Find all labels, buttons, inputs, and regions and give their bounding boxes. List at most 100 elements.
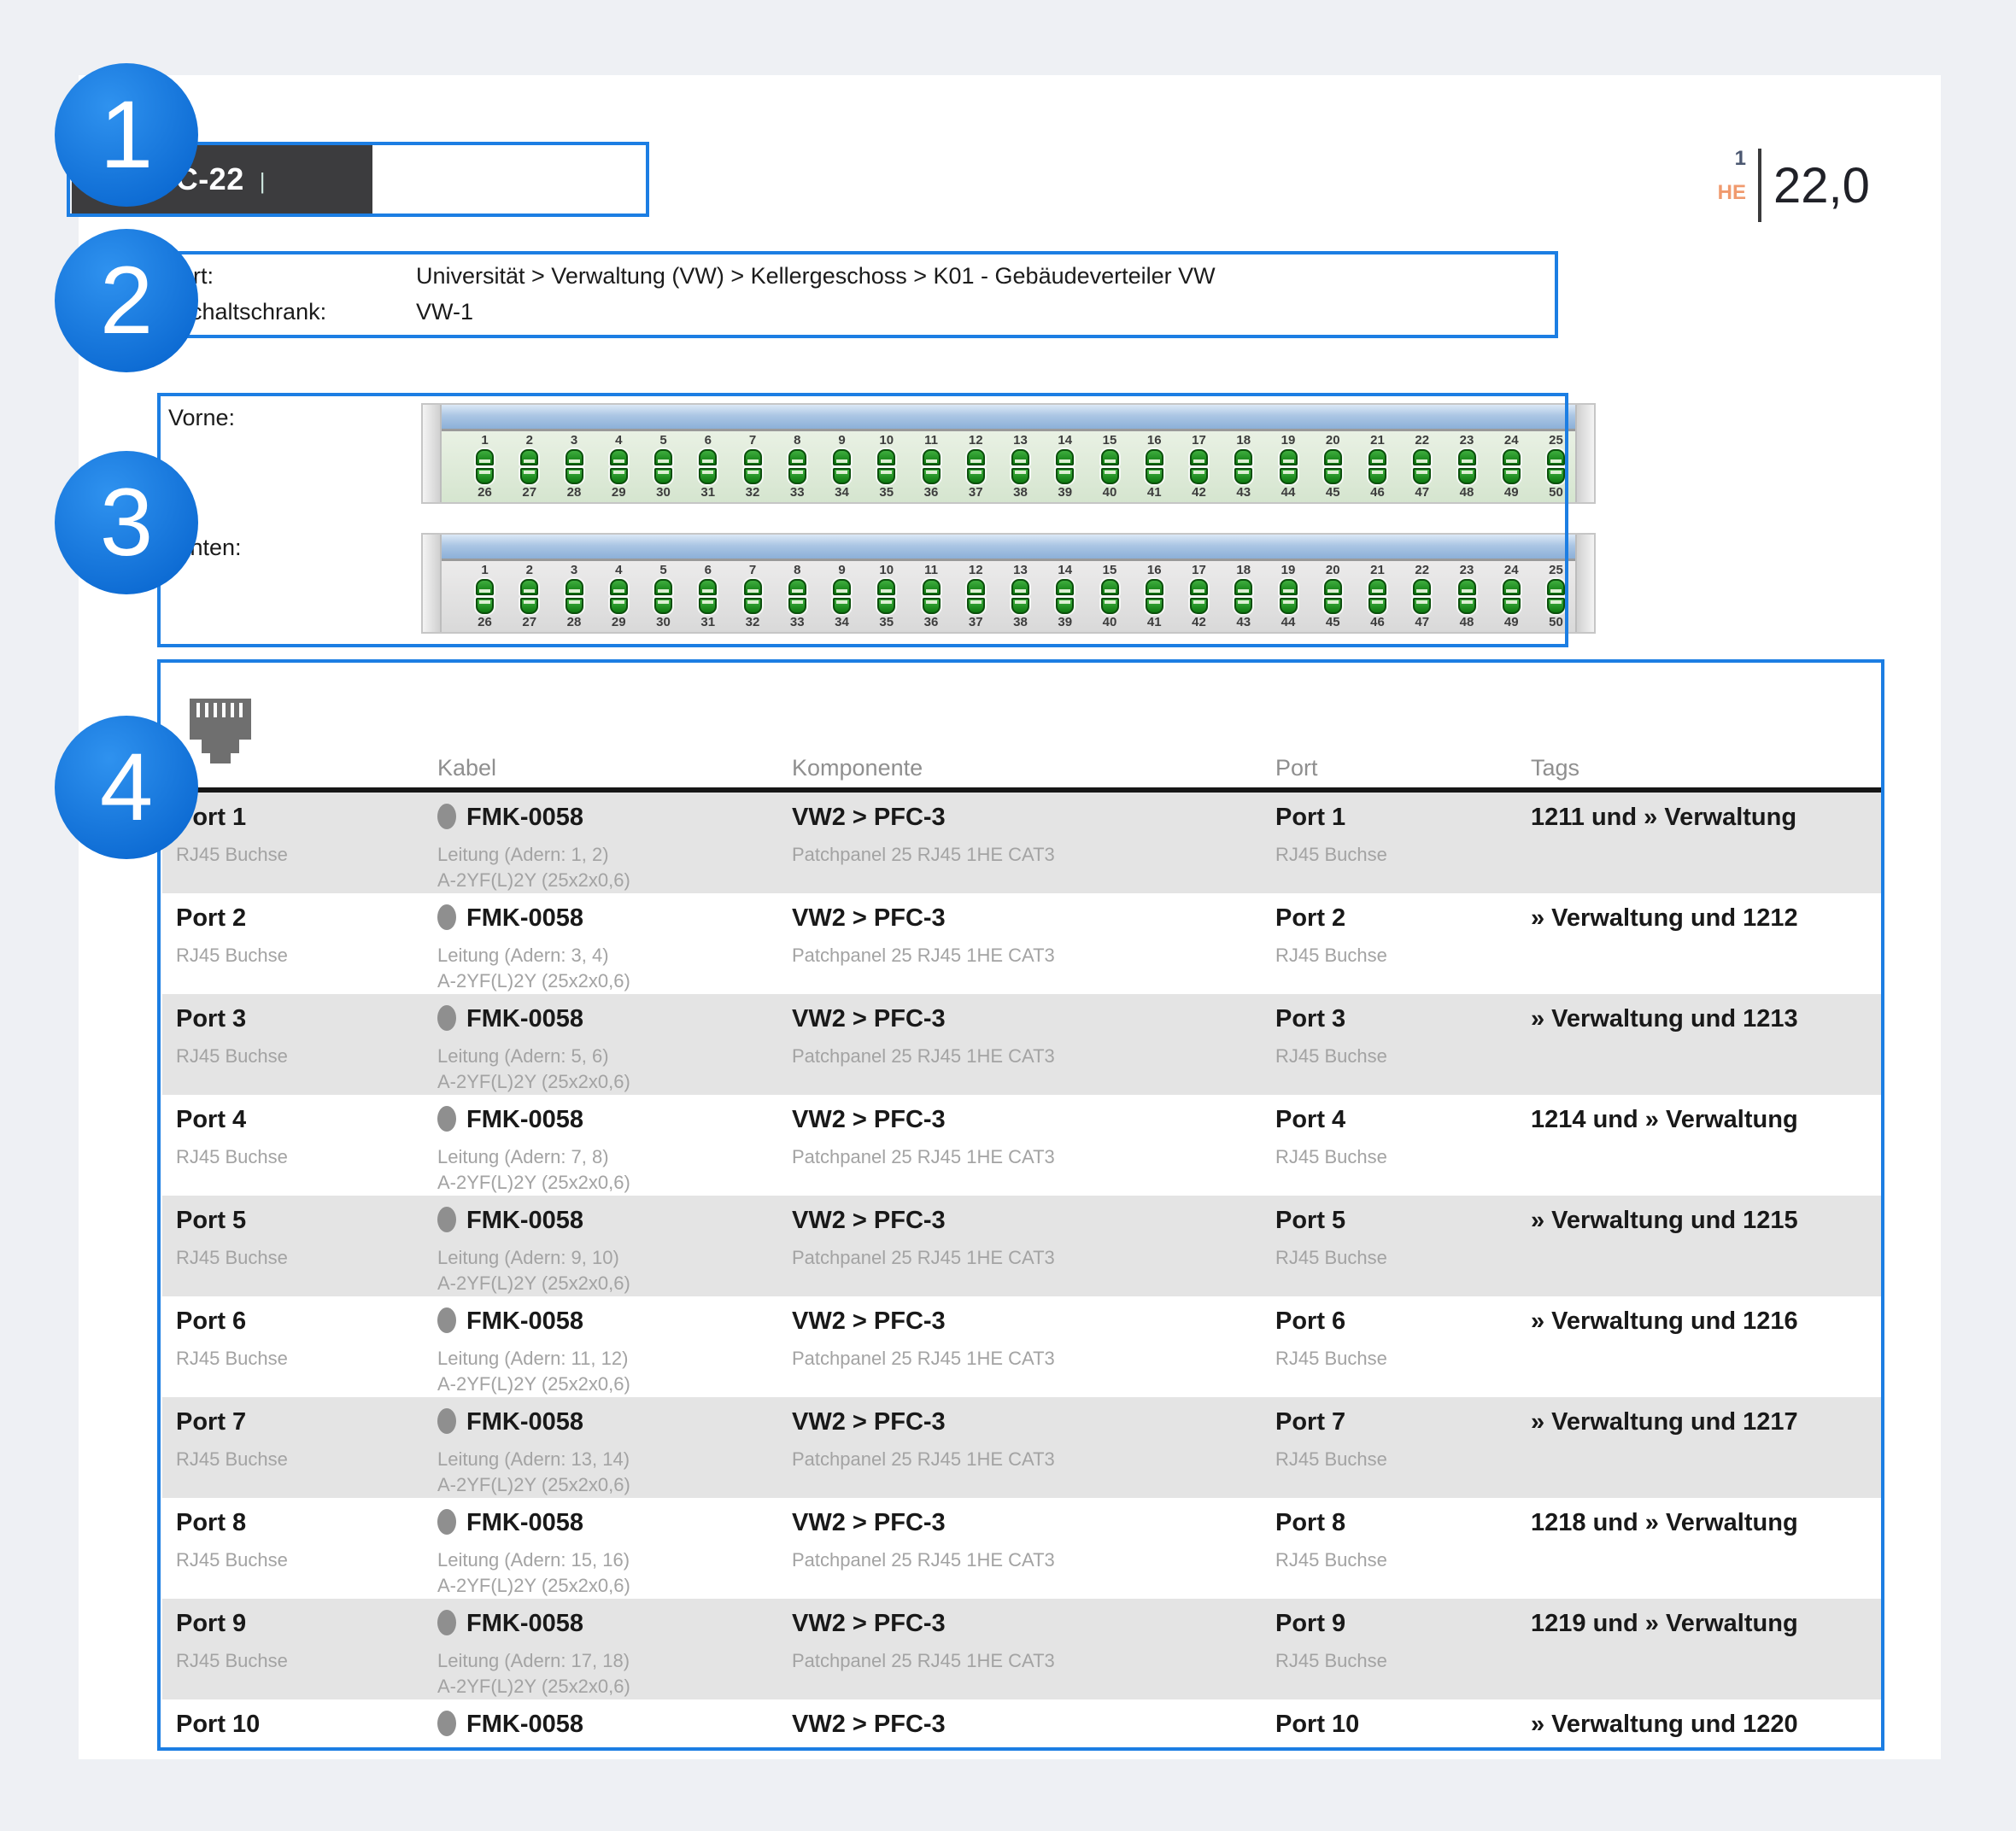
panel-port[interactable]: 13 38 [1011, 563, 1029, 629]
panel-port[interactable]: 4 29 [609, 433, 628, 500]
panel-port[interactable]: 24 49 [1502, 433, 1521, 500]
port-plug-icon [1234, 448, 1253, 465]
cable-cell[interactable]: FMK-0058 [437, 1408, 583, 1436]
component-cell[interactable]: VW2 > PFC-3 [792, 1005, 946, 1032]
panel-port[interactable]: 14 39 [1056, 563, 1075, 629]
table-row[interactable]: Port 10 FMK-0058 VW2 > PFC-3 Port 10 » Verwa… [162, 1699, 1881, 1751]
panel-port[interactable]: 2 27 [520, 433, 539, 500]
cable-cell[interactable]: FMK-0058 [437, 1509, 583, 1537]
port-plug-icon [1413, 597, 1432, 614]
panel-port[interactable]: 1 26 [476, 563, 494, 629]
port-plug-icon [966, 467, 985, 484]
location-breadcrumb[interactable]: Universität > Verwaltung (VW) > Kellerge… [416, 263, 1216, 289]
panel-port[interactable]: 21 46 [1368, 563, 1386, 629]
port-plug-icon [520, 467, 539, 484]
cable-cell[interactable]: FMK-0058 [437, 1005, 583, 1033]
port-number-top: 13 [1013, 432, 1028, 448]
panel-port[interactable]: 25 50 [1547, 563, 1565, 629]
panel-port[interactable]: 22 47 [1413, 563, 1432, 629]
cable-cell[interactable]: FMK-0058 [437, 1207, 583, 1235]
tags-cell: 1214 und » Verwaltung [1531, 1106, 1798, 1133]
panel-port[interactable]: 19 44 [1279, 563, 1298, 629]
table-row[interactable]: Port 2 RJ45 Buchse FMK-0058 Leitung (Adern:… [162, 893, 1881, 994]
panel-port[interactable]: 5 30 [654, 563, 672, 629]
table-row[interactable]: Port 3 RJ45 Buchse FMK-0058 Leitung (Adern:… [162, 994, 1881, 1095]
panel-port[interactable]: 1 26 [476, 433, 494, 500]
panel-port[interactable]: 12 37 [966, 563, 985, 629]
panel-port[interactable]: 23 48 [1457, 433, 1476, 500]
panel-port[interactable]: 9 34 [833, 433, 851, 500]
component-cell[interactable]: VW2 > PFC-3 [792, 1610, 946, 1637]
table-row[interactable]: Port 5 RJ45 Buchse FMK-0058 Leitung (Adern:… [162, 1196, 1881, 1296]
port-number-bottom: 28 [566, 614, 582, 629]
table-row[interactable]: Port 7 RJ45 Buchse FMK-0058 Leitung (Adern:… [162, 1397, 1881, 1498]
panel-port[interactable]: 9 34 [833, 563, 851, 629]
panel-port[interactable]: 8 33 [788, 563, 806, 629]
port-cell: Port 10 [176, 1711, 261, 1738]
panel-port[interactable]: 11 36 [922, 433, 941, 500]
table-row[interactable]: Port 1 RJ45 Buchse FMK-0058 Leitung (Adern:… [162, 793, 1881, 893]
cable-cell[interactable]: FMK-0058 [437, 1610, 583, 1638]
panel-port[interactable]: 6 31 [699, 563, 718, 629]
panel-port[interactable]: 20 45 [1323, 563, 1342, 629]
port-plug-icon [699, 467, 718, 484]
panel-port[interactable]: 18 43 [1234, 433, 1253, 500]
panel-port[interactable]: 6 31 [699, 433, 718, 500]
annotation-box-2 [116, 251, 1558, 338]
cable-cell[interactable]: FMK-0058 [437, 1307, 583, 1336]
port-number-bottom: 39 [1058, 484, 1073, 500]
panel-port[interactable]: 15 40 [1100, 433, 1119, 500]
panel-port[interactable]: 11 36 [922, 563, 941, 629]
port-plug-icon [609, 578, 628, 595]
panel-port[interactable]: 3 28 [565, 433, 583, 500]
panel-port[interactable]: 12 37 [966, 433, 985, 500]
panel-port[interactable]: 21 46 [1368, 433, 1386, 500]
panel-port[interactable]: 25 50 [1547, 433, 1565, 500]
panel-port[interactable]: 3 28 [565, 563, 583, 629]
cable-cell[interactable]: FMK-0058 [437, 1106, 583, 1134]
cable-cell[interactable]: FMK-0058 [437, 1711, 583, 1739]
panel-port[interactable]: 16 41 [1145, 563, 1163, 629]
panel-port[interactable]: 23 48 [1457, 563, 1476, 629]
component-cell[interactable]: VW2 > PFC-3 [792, 904, 946, 932]
component-cell[interactable]: VW2 > PFC-3 [792, 1711, 946, 1738]
panel-port[interactable]: 19 44 [1279, 433, 1298, 500]
panel-port[interactable]: 10 35 [877, 433, 896, 500]
component-cell[interactable]: VW2 > PFC-3 [792, 1106, 946, 1133]
table-row[interactable]: Port 4 RJ45 Buchse FMK-0058 Leitung (Adern:… [162, 1095, 1881, 1196]
component-cell[interactable]: VW2 > PFC-3 [792, 804, 946, 831]
port-plug-icon [1457, 578, 1476, 595]
component-cell[interactable]: VW2 > PFC-3 [792, 1509, 946, 1536]
panel-port[interactable]: 4 29 [609, 563, 628, 629]
panel-port[interactable]: 5 30 [654, 433, 672, 500]
panel-port[interactable]: 24 49 [1502, 563, 1521, 629]
panel-port[interactable]: 2 27 [520, 563, 539, 629]
cable-cell[interactable]: FMK-0058 [437, 804, 583, 832]
cabinet-value[interactable]: VW-1 [416, 299, 474, 325]
panel-port[interactable]: 16 41 [1145, 433, 1163, 500]
table-row[interactable]: Port 8 RJ45 Buchse FMK-0058 Leitung (Adern:… [162, 1498, 1881, 1599]
component-cell[interactable]: VW2 > PFC-3 [792, 1207, 946, 1234]
panel-port[interactable]: 7 32 [743, 433, 762, 500]
table-row[interactable]: Port 6 RJ45 Buchse FMK-0058 Leitung (Adern:… [162, 1296, 1881, 1397]
cable-cell[interactable]: FMK-0058 [437, 904, 583, 933]
panel-port[interactable]: 17 42 [1190, 563, 1208, 629]
panel-port[interactable]: 8 33 [788, 433, 806, 500]
far-port-cell: Port 9 [1275, 1610, 1346, 1637]
panel-port[interactable]: 15 40 [1100, 563, 1119, 629]
panel-port[interactable]: 17 42 [1190, 433, 1208, 500]
panel-port[interactable]: 13 38 [1011, 432, 1029, 500]
component-cell[interactable]: VW2 > PFC-3 [792, 1408, 946, 1436]
port-plug-icon [1368, 467, 1386, 484]
port-number-bottom: 43 [1236, 614, 1251, 629]
panel-port[interactable]: 20 45 [1323, 433, 1342, 500]
panel-port[interactable]: 7 32 [743, 563, 762, 629]
table-row[interactable]: Port 9 RJ45 Buchse FMK-0058 Leitung (Adern:… [162, 1599, 1881, 1699]
port-plug-icon [565, 597, 583, 614]
port-number-bottom: 42 [1192, 484, 1206, 500]
panel-port[interactable]: 22 47 [1413, 433, 1432, 500]
panel-port[interactable]: 18 43 [1234, 563, 1253, 629]
panel-port[interactable]: 14 39 [1056, 433, 1075, 500]
panel-port[interactable]: 10 35 [877, 563, 896, 629]
component-cell[interactable]: VW2 > PFC-3 [792, 1307, 946, 1335]
